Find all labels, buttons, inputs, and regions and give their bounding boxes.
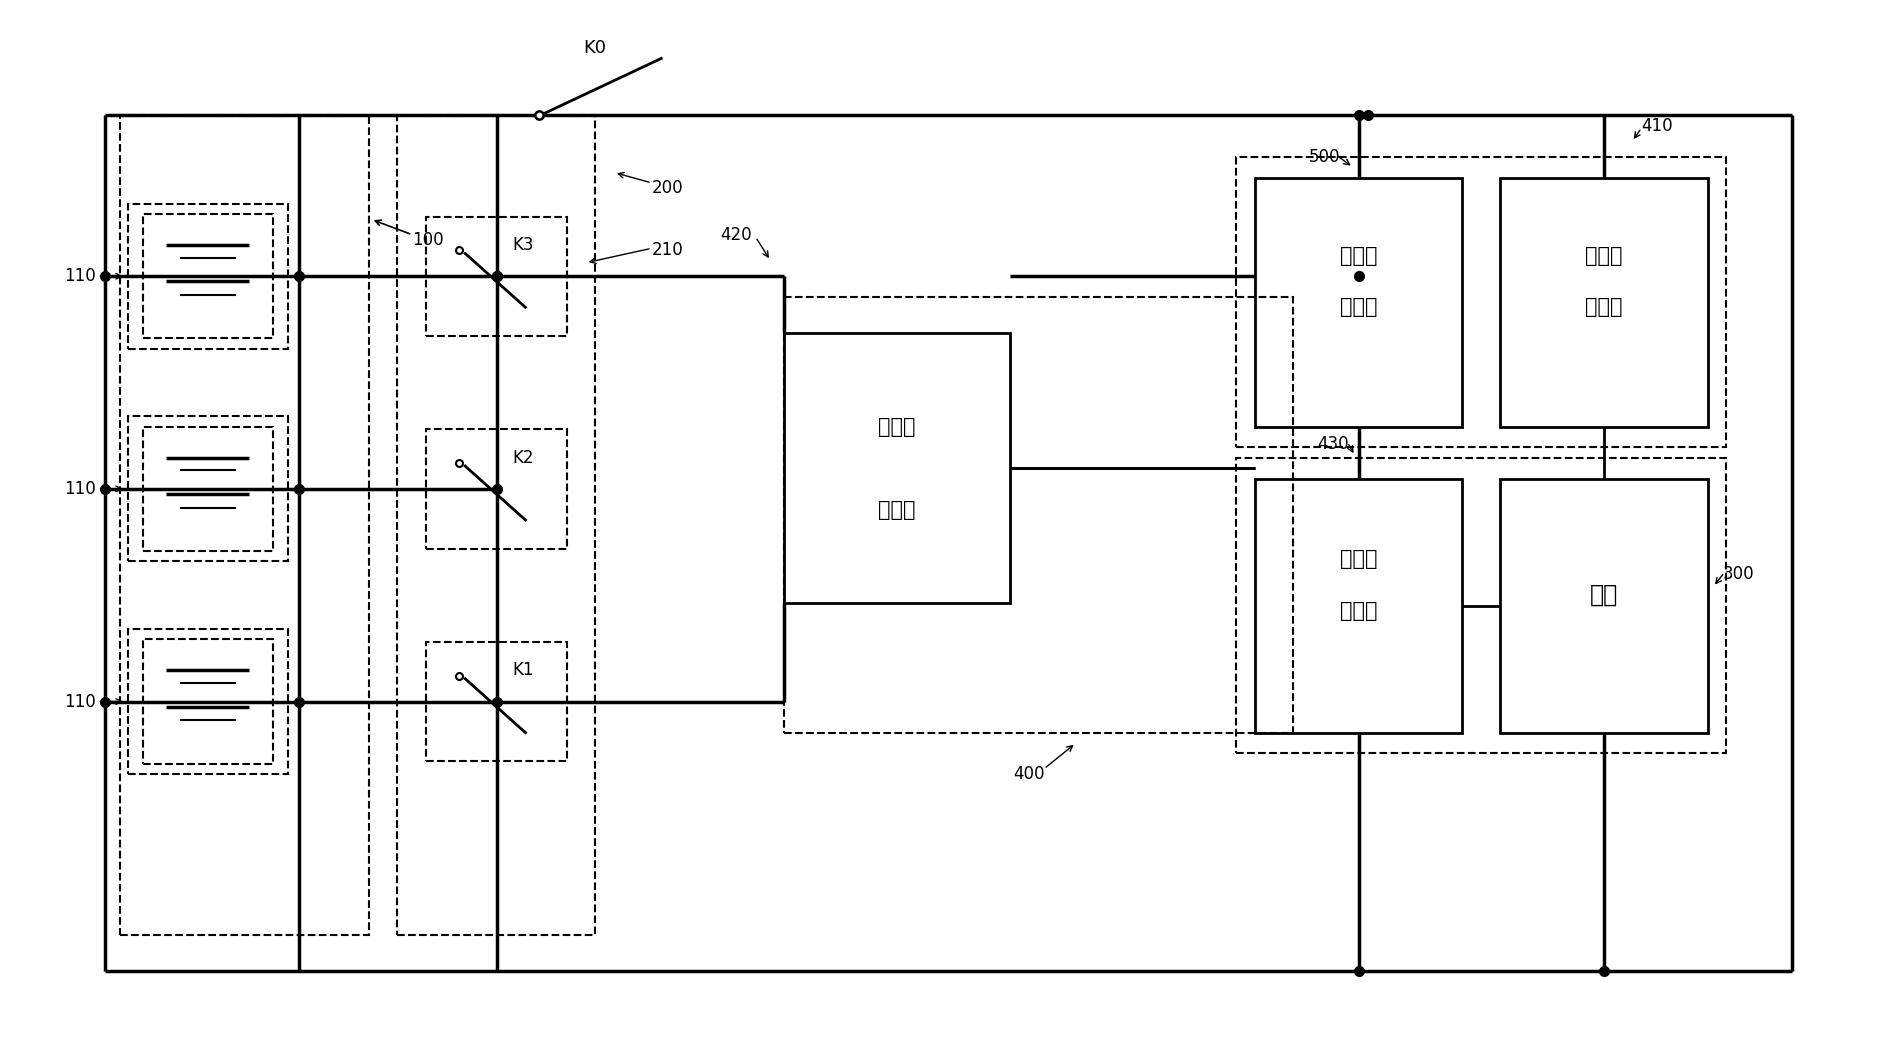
Text: 420: 420: [719, 226, 751, 243]
Text: 100: 100: [412, 231, 444, 249]
Bar: [396, 115, 595, 935]
Text: 210: 210: [651, 241, 683, 259]
Text: 电机: 电机: [1590, 583, 1618, 607]
Text: K1: K1: [512, 661, 534, 679]
Text: 换单元: 换单元: [1586, 297, 1622, 317]
Bar: [425, 642, 566, 761]
Text: 110: 110: [64, 693, 96, 710]
Text: 电模块: 电模块: [1340, 297, 1378, 317]
Bar: [121, 115, 368, 935]
Text: 430: 430: [1318, 436, 1350, 453]
Text: 410: 410: [1641, 116, 1673, 135]
Text: K0: K0: [583, 40, 606, 57]
Text: K3: K3: [512, 236, 534, 254]
Text: 电压转: 电压转: [1586, 245, 1622, 265]
Bar: [143, 426, 274, 551]
Text: 500: 500: [1308, 148, 1340, 166]
Text: 300: 300: [1722, 566, 1754, 583]
Bar: [128, 416, 289, 562]
Bar: [143, 640, 274, 763]
Text: 测单元: 测单元: [878, 499, 916, 520]
Text: 第二检: 第二检: [878, 417, 916, 437]
Text: 110: 110: [64, 479, 96, 498]
Bar: [425, 430, 566, 548]
Bar: [1237, 458, 1726, 753]
Text: 400: 400: [1014, 765, 1044, 783]
Bar: [425, 216, 566, 336]
Bar: [784, 297, 1293, 732]
Text: 110: 110: [64, 267, 96, 285]
Bar: [143, 214, 274, 338]
Text: 制单元: 制单元: [1340, 601, 1378, 621]
Bar: [1501, 478, 1707, 732]
Bar: [1237, 157, 1726, 447]
Bar: [1256, 478, 1463, 732]
Text: 第二控: 第二控: [1340, 549, 1378, 569]
Bar: [1256, 178, 1463, 426]
Bar: [784, 333, 1010, 603]
Text: 200: 200: [651, 179, 683, 198]
Bar: [128, 629, 289, 774]
Text: K2: K2: [512, 449, 534, 467]
Bar: [128, 204, 289, 348]
Bar: [1501, 178, 1707, 426]
Text: 低压供: 低压供: [1340, 245, 1378, 265]
